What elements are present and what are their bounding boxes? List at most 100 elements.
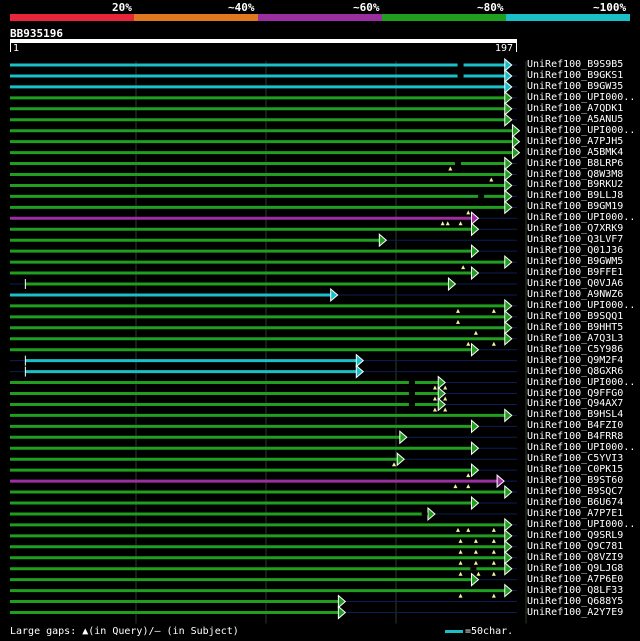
hit-label[interactable]: UniRef100_B9HSL4 bbox=[527, 409, 624, 421]
hit-label[interactable]: UniRef100_UPI000.. bbox=[527, 124, 636, 136]
query-gap-mark bbox=[466, 341, 471, 346]
query-gap-mark bbox=[491, 549, 496, 554]
hit-label[interactable]: UniRef100_B9S9B5 bbox=[527, 59, 624, 70]
hit-label[interactable]: UniRef100_A5BMK4 bbox=[527, 146, 624, 158]
hit-label[interactable]: UniRef100_B9GW35 bbox=[527, 80, 624, 92]
hit-arrow bbox=[470, 265, 480, 281]
query-gap-mark bbox=[491, 527, 496, 532]
hit-label[interactable]: UniRef100_Q9C781 bbox=[527, 540, 624, 552]
hit-arrow bbox=[504, 528, 513, 543]
hit-label[interactable]: UniRef100_Q9SRL9 bbox=[527, 529, 624, 541]
query-gap-mark bbox=[489, 177, 494, 182]
query-id: BB935196 bbox=[10, 27, 63, 40]
hit-label[interactable]: UniRef100_B4FRR8 bbox=[527, 431, 624, 443]
hit-arrow bbox=[355, 364, 365, 379]
hit-label[interactable]: UniRef100_B9LLJ8 bbox=[527, 190, 624, 202]
hit-label[interactable]: UniRef100_Q01J36 bbox=[527, 245, 624, 257]
scale-swatch bbox=[445, 629, 463, 633]
query-start-tick bbox=[10, 43, 11, 52]
hit-arrow bbox=[504, 79, 513, 94]
hit-label[interactable]: UniRef100_Q9M2F4 bbox=[527, 354, 624, 366]
hit-label[interactable]: UniRef100_A7PJH5 bbox=[527, 135, 624, 147]
hit-label[interactable]: UniRef100_B9ST60 bbox=[527, 475, 624, 487]
hit-label[interactable]: UniRef100_Q7XRK9 bbox=[527, 223, 624, 235]
hit-arrow bbox=[504, 178, 513, 193]
hit-arrow bbox=[470, 463, 480, 478]
hit-label[interactable]: UniRef100_B9RKU2 bbox=[527, 179, 624, 191]
query-gap-mark bbox=[392, 462, 396, 467]
hit-label[interactable]: UniRef100_Q8GXR6 bbox=[527, 365, 624, 377]
hit-label[interactable]: UniRef100_C5Y986 bbox=[527, 343, 624, 355]
hit-label[interactable]: UniRef100_Q0VJA6 bbox=[527, 278, 624, 289]
hit-arrow bbox=[504, 200, 513, 215]
hit-label[interactable]: UniRef100_UPI000.. bbox=[527, 299, 636, 311]
legend-label-40: ~40% bbox=[228, 1, 255, 14]
legend-swatch-20 bbox=[10, 14, 134, 21]
query-gap-mark bbox=[453, 484, 458, 489]
query-end-label: 197 bbox=[495, 43, 514, 54]
hit-label[interactable]: UniRef100_B9HHT5 bbox=[527, 321, 624, 333]
hit-arrow bbox=[355, 353, 365, 368]
query-gap-mark bbox=[473, 538, 478, 543]
hit-arrow bbox=[330, 287, 339, 303]
hit-label[interactable]: UniRef100_UPI000.. bbox=[527, 91, 636, 103]
hit-label[interactable]: UniRef100_Q8VZI9 bbox=[527, 551, 624, 563]
hit-label[interactable]: UniRef100_UPI000.. bbox=[527, 442, 636, 454]
hit-label[interactable]: UniRef100_C5YVI3 bbox=[527, 453, 624, 465]
query-gap-mark bbox=[491, 341, 496, 346]
hit-label[interactable]: UniRef100_A7Q3L3 bbox=[527, 332, 624, 344]
hit-arrow bbox=[337, 594, 347, 609]
hit-label[interactable]: UniRef100_A7QDK1 bbox=[527, 102, 624, 114]
identity-legend: 20% ~40% ~60% ~80% ~100% bbox=[10, 0, 630, 22]
hit-label[interactable]: UniRef100_C0PK15 bbox=[527, 464, 624, 476]
hit-label[interactable]: UniRef100_B6U674 bbox=[527, 497, 624, 508]
query-gap-mark bbox=[443, 396, 448, 401]
hit-label[interactable]: UniRef100_B9GWM5 bbox=[527, 256, 624, 268]
hit-arrow bbox=[504, 320, 513, 335]
query-gap-mark bbox=[432, 396, 437, 401]
hit-arrow bbox=[470, 244, 480, 259]
hit-label[interactable]: UniRef100_B9SQQ1 bbox=[527, 310, 624, 322]
query-gap-mark bbox=[440, 221, 445, 226]
hit-label[interactable]: UniRef100_A7P7E1 bbox=[527, 507, 624, 519]
hit-arrow bbox=[470, 211, 480, 226]
hit-arrow bbox=[511, 134, 521, 149]
query-gap-mark bbox=[458, 593, 463, 598]
hit-label[interactable]: UniRef100_Q688Y5 bbox=[527, 595, 624, 607]
hit-arrow bbox=[504, 484, 513, 500]
hit-label[interactable]: UniRef100_Q8W3M8 bbox=[527, 168, 624, 180]
hit-arrow bbox=[470, 495, 480, 511]
hit-label[interactable]: UniRef100_Q8LF33 bbox=[527, 584, 624, 596]
hit-label[interactable]: UniRef100_A2Y7E9 bbox=[527, 606, 624, 618]
hit-arrow bbox=[511, 145, 521, 160]
hit-label[interactable]: UniRef100_UPI000.. bbox=[527, 212, 636, 224]
hit-label[interactable]: UniRef100_A5ANU5 bbox=[527, 113, 624, 125]
query-gap-mark bbox=[443, 407, 448, 412]
hit-label[interactable]: UniRef100_UPI000.. bbox=[527, 376, 636, 388]
footer-gaps-legend: Large gaps: ▲(in Query)/– (in Subject) bbox=[10, 626, 239, 637]
hit-label[interactable]: UniRef100_Q94AX7 bbox=[527, 398, 624, 410]
legend-swatch-80 bbox=[382, 14, 506, 21]
hit-label[interactable]: UniRef100_B9GKS1 bbox=[527, 69, 624, 81]
query-gap-mark bbox=[456, 308, 460, 313]
hit-label[interactable]: UniRef100_B4FZI0 bbox=[527, 420, 624, 432]
hit-arrow bbox=[470, 441, 480, 456]
hit-label[interactable]: UniRef100_B9FFE1 bbox=[527, 267, 624, 279]
hit-arrow bbox=[437, 386, 446, 401]
query-gap-mark bbox=[432, 385, 437, 390]
hit-label[interactable]: UniRef100_Q9LJG8 bbox=[527, 562, 624, 574]
query-gap-mark bbox=[473, 549, 478, 554]
hit-label[interactable]: UniRef100_B9SQC7 bbox=[527, 486, 624, 498]
hit-arrow bbox=[470, 572, 480, 587]
hit-label[interactable]: UniRef100_Q9FFG0 bbox=[527, 387, 624, 399]
hit-arrow bbox=[504, 167, 513, 182]
hit-label[interactable]: UniRef100_Q3LVF7 bbox=[527, 234, 624, 246]
legend-label-100: ~100% bbox=[593, 1, 627, 14]
hit-label[interactable]: UniRef100_UPI000.. bbox=[527, 518, 636, 530]
hit-arrow bbox=[504, 156, 513, 171]
hit-label[interactable]: UniRef100_B9GM19 bbox=[527, 201, 624, 213]
hit-label[interactable]: UniRef100_A7P6E0 bbox=[527, 573, 624, 585]
hit-label[interactable]: UniRef100_B8LRP6 bbox=[527, 157, 624, 169]
hit-label[interactable]: UniRef100_A9NWZ6 bbox=[527, 288, 624, 300]
